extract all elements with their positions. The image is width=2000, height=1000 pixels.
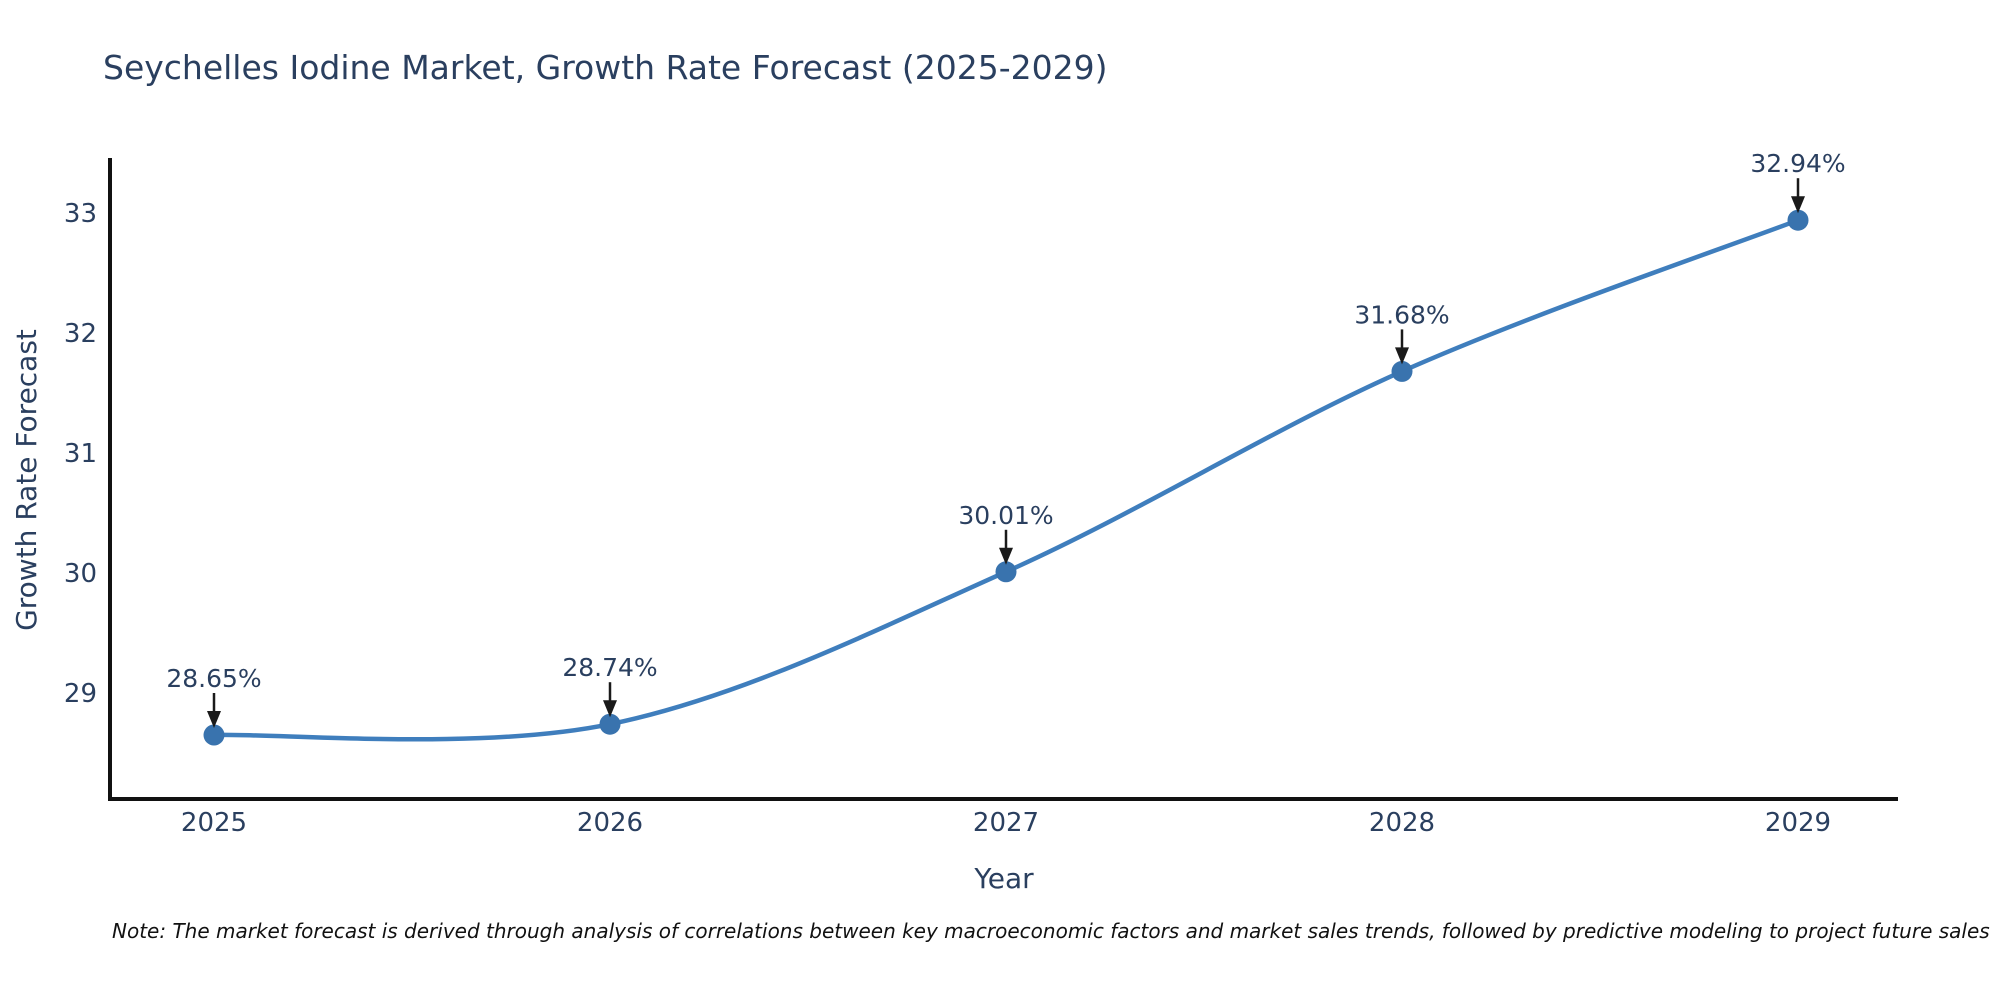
annotation-arrowhead-icon bbox=[207, 711, 221, 728]
y-tick-label: 31 bbox=[64, 439, 97, 469]
y-tick-label: 32 bbox=[64, 319, 97, 349]
chart-title: Seychelles Iodine Market, Growth Rate Fo… bbox=[103, 48, 1107, 87]
y-tick-label: 30 bbox=[64, 559, 97, 589]
annotation-arrowhead-icon bbox=[1791, 196, 1805, 214]
x-tick-label: 2027 bbox=[973, 808, 1039, 838]
annotation-arrowhead-icon bbox=[603, 700, 617, 718]
forecast-line bbox=[211, 217, 1801, 742]
data-point-marker bbox=[1391, 360, 1413, 382]
y-axis-title: Growth Rate Forecast bbox=[10, 329, 43, 631]
data-point-marker bbox=[1787, 209, 1809, 231]
data-point-marker bbox=[599, 713, 621, 735]
x-tick-label: 2029 bbox=[1765, 808, 1831, 838]
y-tick-label: 29 bbox=[64, 679, 97, 709]
point-value-label: 28.74% bbox=[562, 653, 657, 682]
x-axis-title: Year bbox=[973, 862, 1034, 895]
footnote: Note: The market forecast is derived thr… bbox=[112, 919, 1990, 943]
point-value-label: 32.94% bbox=[1750, 149, 1845, 178]
point-value-label: 30.01% bbox=[958, 501, 1053, 530]
data-point-marker bbox=[995, 561, 1017, 583]
y-tick-label: 33 bbox=[64, 199, 97, 229]
data-point-marker bbox=[203, 724, 225, 746]
x-tick-label: 2026 bbox=[577, 808, 643, 838]
x-tick-label: 2028 bbox=[1369, 808, 1435, 838]
annotation-arrowhead-icon bbox=[999, 547, 1013, 565]
annotation-arrowhead-icon bbox=[1395, 347, 1409, 365]
x-tick-label: 2025 bbox=[181, 808, 247, 838]
plot-area: 29 30 31 32 33 2025 2026 2027 2028 2029 28.65% 28.7… bbox=[64, 149, 1898, 838]
point-value-label: 31.68% bbox=[1354, 300, 1449, 329]
point-value-label: 28.65% bbox=[166, 664, 261, 693]
